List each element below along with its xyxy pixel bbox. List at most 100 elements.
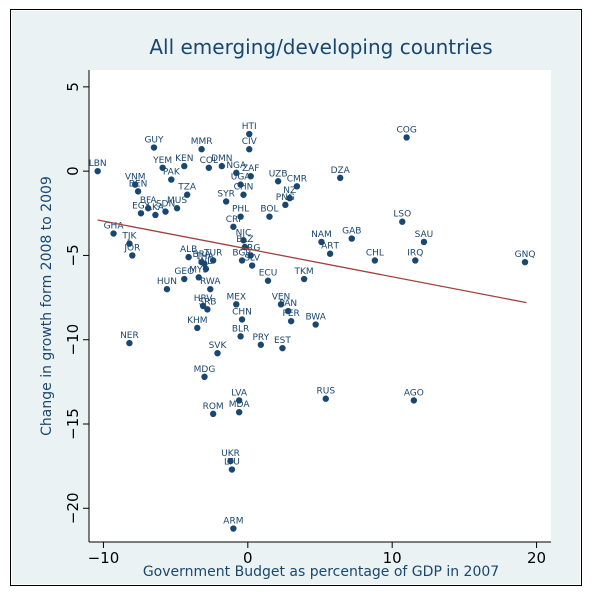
data-point xyxy=(240,191,247,198)
data-point xyxy=(286,194,293,202)
data-point xyxy=(274,178,282,185)
data-point xyxy=(185,253,192,261)
data-point xyxy=(162,208,169,215)
data-point xyxy=(204,306,211,313)
point-label: TJK xyxy=(121,232,137,242)
point-label: TKM xyxy=(294,267,314,277)
data-point xyxy=(237,213,244,220)
data-point xyxy=(235,397,243,404)
point-label: BFA xyxy=(140,196,158,206)
x-tick-label: 0 xyxy=(243,549,253,567)
data-point xyxy=(150,144,158,151)
y-tick-label: 0 xyxy=(64,166,82,176)
data-point xyxy=(181,162,188,170)
point-label: ZAF xyxy=(242,164,260,174)
point-label: HRV xyxy=(194,294,214,304)
x-axis-title: Government Budget as percentage of GDP i… xyxy=(143,564,499,580)
data-point xyxy=(198,258,205,266)
data-point xyxy=(257,341,265,348)
data-point xyxy=(218,162,226,170)
data-point xyxy=(238,316,246,323)
point-label: MDG xyxy=(194,365,216,375)
data-point xyxy=(181,275,188,283)
data-point xyxy=(195,274,202,281)
point-label: HUN xyxy=(157,277,177,287)
point-label: BLR xyxy=(232,324,249,334)
data-point xyxy=(230,223,237,230)
point-label: JOR xyxy=(123,243,140,253)
data-point xyxy=(168,176,175,183)
point-label: SYR xyxy=(217,189,234,199)
point-label: MYS xyxy=(189,265,208,275)
point-label: NZ xyxy=(283,186,296,196)
data-point xyxy=(152,211,159,219)
point-label: VNM xyxy=(125,173,146,183)
point-label: RUS xyxy=(316,387,335,397)
data-point xyxy=(246,130,253,138)
y-ticks: 5 0 −5 −10 −15 −20 xyxy=(64,82,89,524)
data-point xyxy=(194,324,201,332)
data-point xyxy=(129,252,136,259)
plot-area xyxy=(89,70,551,542)
data-point xyxy=(266,213,273,220)
data-point xyxy=(222,198,230,205)
data-point xyxy=(134,188,142,195)
point-label: GUY xyxy=(144,136,164,146)
x-tick-label: −10 xyxy=(88,549,120,567)
point-label: UZB xyxy=(269,169,288,179)
point-label: COG xyxy=(396,125,416,135)
point-label: BGR xyxy=(232,248,251,258)
data-point xyxy=(277,301,285,308)
point-label: NIC xyxy=(236,228,252,238)
data-point xyxy=(199,302,207,310)
data-point xyxy=(247,252,254,259)
point-label: PNG xyxy=(276,193,295,203)
point-label: ROM xyxy=(203,402,224,412)
scatter-chart: All emerging/developing countries −10 0 10… xyxy=(12,11,580,584)
data-point xyxy=(198,146,205,153)
point-label: ALB xyxy=(180,245,197,255)
point-label: ECU xyxy=(259,269,278,279)
point-label: SAU xyxy=(415,230,434,240)
point-label: LVA xyxy=(231,388,248,398)
data-point xyxy=(126,339,133,347)
point-label: PRY xyxy=(253,333,270,343)
point-label: EGY xyxy=(132,201,150,211)
data-point xyxy=(94,167,101,175)
data-point xyxy=(163,285,171,293)
data-point xyxy=(235,409,243,416)
data-point xyxy=(371,257,379,264)
data-point xyxy=(137,210,145,217)
data-point xyxy=(412,257,419,264)
data-point xyxy=(183,191,191,198)
point-label: NER xyxy=(120,331,139,341)
data-point xyxy=(337,174,344,182)
y-axis-title: Change in growth form 2008 to 2009 xyxy=(39,176,55,436)
point-label: NGA xyxy=(226,161,247,171)
point-label: COL xyxy=(200,156,218,166)
point-label: DMN xyxy=(211,154,232,164)
point-label: ARG xyxy=(241,243,260,253)
data-point xyxy=(322,395,329,402)
point-label: SLV xyxy=(244,254,261,264)
data-point xyxy=(420,238,428,246)
data-point xyxy=(348,235,355,242)
data-point xyxy=(228,466,236,473)
x-tick-label: 20 xyxy=(527,549,546,567)
data-point xyxy=(144,205,152,212)
data-point xyxy=(403,134,410,141)
data-point xyxy=(300,275,308,283)
data-point xyxy=(521,258,529,266)
data-point xyxy=(312,321,319,328)
data-point xyxy=(205,164,213,171)
point-label: TUR xyxy=(203,248,222,258)
point-label: THA xyxy=(194,252,214,262)
data-point xyxy=(410,397,418,404)
point-label: GHA xyxy=(104,222,125,232)
point-label: SVK xyxy=(209,341,228,351)
data-point xyxy=(282,201,289,209)
point-label: VEN xyxy=(272,292,291,302)
y-tick-label: −5 xyxy=(64,244,82,266)
point-label: MDA xyxy=(229,400,251,410)
point-label: UGA xyxy=(231,173,252,183)
